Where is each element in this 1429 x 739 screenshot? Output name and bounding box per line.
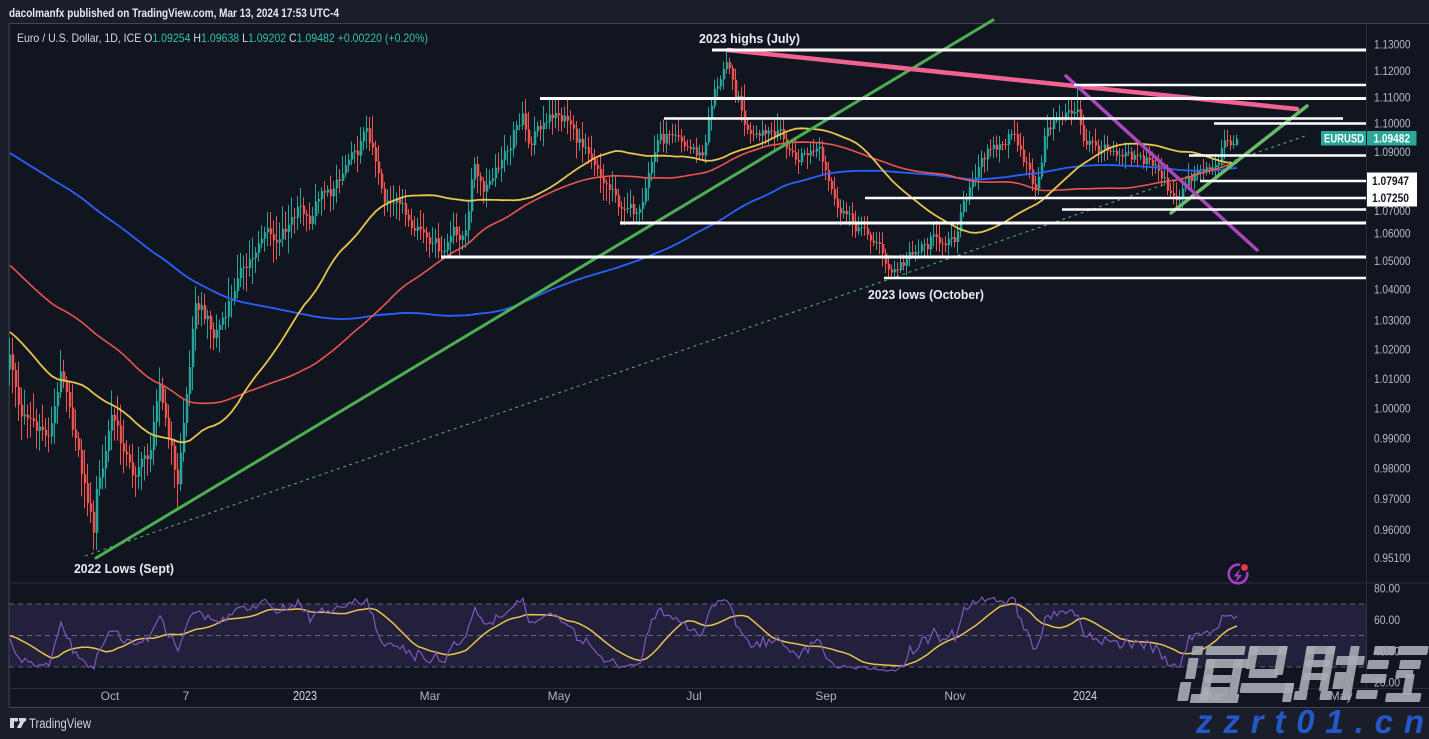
svg-text:60.00: 60.00 (1374, 614, 1400, 627)
svg-text:1.04000: 1.04000 (1374, 283, 1411, 296)
svg-text:1.00000: 1.00000 (1374, 402, 1411, 415)
svg-text:Euro / U.S. Dollar, 1D, ICE O: Euro / U.S. Dollar, 1D, ICE O1.09254 H1.… (17, 32, 428, 45)
svg-text:Jul: Jul (686, 689, 701, 703)
svg-text:0.98000: 0.98000 (1374, 463, 1411, 476)
svg-text:1.13000: 1.13000 (1374, 39, 1411, 52)
svg-text:1.10000: 1.10000 (1374, 118, 1411, 131)
svg-text:1.07000: 1.07000 (1374, 205, 1411, 218)
svg-text:Sep: Sep (815, 689, 837, 703)
svg-text:1.09482: 1.09482 (1374, 133, 1411, 146)
svg-text:zzrt01.cn: zzrt01.cn (1195, 703, 1424, 739)
svg-text:1.03000: 1.03000 (1374, 314, 1411, 327)
svg-text:1.07947: 1.07947 (1372, 175, 1409, 188)
svg-text:1.09000: 1.09000 (1374, 146, 1411, 159)
svg-text:0.96000: 0.96000 (1374, 524, 1411, 537)
svg-text:1.12000: 1.12000 (1374, 65, 1411, 78)
svg-text:1.06000: 1.06000 (1374, 228, 1411, 241)
svg-text:80.00: 80.00 (1374, 583, 1400, 596)
svg-text:1.05000: 1.05000 (1374, 255, 1411, 268)
svg-text:1.07250: 1.07250 (1372, 192, 1409, 205)
svg-text:0.97000: 0.97000 (1374, 493, 1411, 506)
svg-text:Oct: Oct (101, 689, 120, 703)
svg-text:1.02000: 1.02000 (1374, 343, 1411, 356)
svg-text:1.01000: 1.01000 (1374, 373, 1411, 386)
svg-text:2023: 2023 (293, 688, 317, 703)
svg-text:2023 highs (July): 2023 highs (July) (699, 31, 800, 46)
svg-text:7: 7 (183, 689, 190, 703)
svg-text:May: May (548, 689, 571, 703)
svg-text:0.95100: 0.95100 (1374, 552, 1411, 565)
svg-text:dacolmanfx published on Tradin: dacolmanfx published on TradingView.com,… (9, 6, 339, 20)
svg-text:TradingView: TradingView (29, 716, 91, 731)
svg-text:EURUSD: EURUSD (1324, 133, 1364, 146)
svg-text:Mar: Mar (420, 689, 441, 703)
svg-text:2023 lows (October): 2023 lows (October) (868, 287, 984, 302)
svg-text:Nov: Nov (944, 689, 965, 703)
svg-text:2024: 2024 (1073, 688, 1097, 703)
svg-text:0.99000: 0.99000 (1374, 432, 1411, 445)
svg-text:2022 Lows (Sept): 2022 Lows (Sept) (74, 561, 174, 576)
svg-text:1.11000: 1.11000 (1374, 92, 1411, 105)
